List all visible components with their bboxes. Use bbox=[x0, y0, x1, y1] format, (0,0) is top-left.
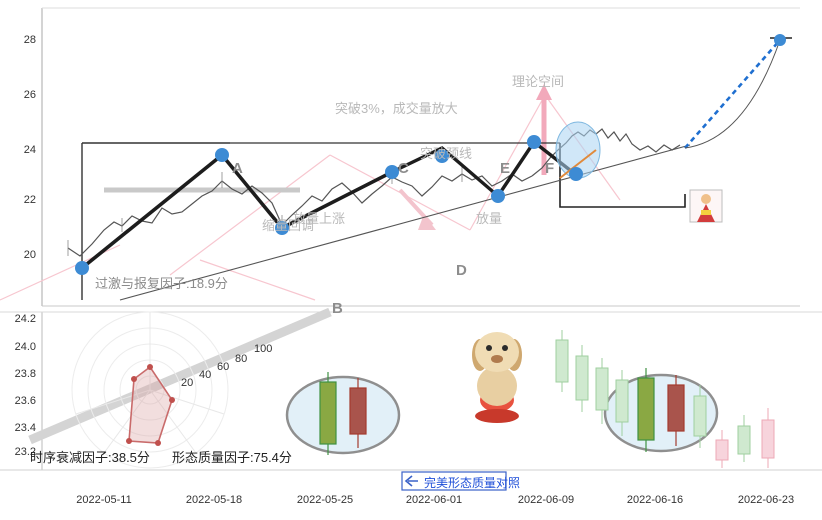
ytick-28: 28 bbox=[24, 34, 36, 46]
xtick-4: 2022-06-09 bbox=[518, 494, 574, 506]
marker-e2[interactable] bbox=[527, 135, 541, 149]
annotation-theoretical-space: 理论空间 bbox=[512, 74, 565, 89]
dog-mascot-icon bbox=[472, 332, 522, 423]
xtick-0: 2022-05-11 bbox=[76, 494, 131, 506]
ytick-20: 20 bbox=[24, 249, 36, 261]
price-line bbox=[67, 173, 533, 257]
xtick-1: 2022-05-18 bbox=[186, 494, 242, 506]
x-ticks: 2022-05-11 2022-05-18 2022-05-25 2022-06… bbox=[76, 494, 794, 506]
sub-ytick-23-4: 23.4 bbox=[15, 422, 36, 434]
marker-a[interactable] bbox=[215, 148, 229, 162]
red-figure-icon bbox=[689, 189, 723, 223]
radar-tick-20: 20 bbox=[181, 377, 193, 389]
xtick-5: 2022-06-16 bbox=[627, 494, 683, 506]
helper-arrow-up bbox=[536, 84, 552, 175]
radar-tick-100: 100 bbox=[254, 343, 272, 355]
point-label-d: D bbox=[456, 262, 467, 279]
radar-tick-40: 40 bbox=[199, 369, 211, 381]
sub-trend-band bbox=[28, 307, 332, 445]
support-line bbox=[119, 144, 691, 301]
annotation-pattern-quality-factor: 形态质量因子:75.4分 bbox=[172, 450, 292, 465]
sub-ytick-23-2: 23.2 bbox=[15, 446, 36, 458]
sub-ytick-24-0: 24.0 bbox=[15, 341, 36, 353]
ytick-26: 26 bbox=[24, 89, 36, 101]
orange-marker bbox=[559, 149, 597, 179]
annotation-breakout-volume: 突破3%，成交量放大 bbox=[335, 101, 458, 116]
point-label-e: E bbox=[500, 160, 511, 177]
annotation-neckline-break: 突破颈线 bbox=[420, 146, 473, 161]
marker-f[interactable] bbox=[569, 167, 583, 181]
radar-tick-80: 80 bbox=[235, 353, 247, 365]
sub-y-ticks: 24.2 24.0 23.8 23.6 23.4 23.2 bbox=[15, 313, 36, 458]
xtick-2: 2022-05-25 bbox=[297, 494, 353, 506]
candle-cluster-left bbox=[285, 372, 401, 455]
annotation-overreaction-factor: 过激与报复因子:18.9分 bbox=[95, 276, 228, 291]
annotation-volume-rise: 放量上涨 bbox=[293, 211, 346, 226]
sub-ytick-24-2: 24.2 bbox=[15, 313, 36, 325]
arrow-left-icon bbox=[404, 475, 418, 487]
marker-c[interactable] bbox=[385, 165, 399, 179]
annotation-perfect-pattern-compare: 完美形态质量对照 bbox=[424, 476, 521, 490]
point-label-a: A bbox=[232, 160, 243, 177]
sub-ytick-23-8: 23.8 bbox=[15, 368, 36, 380]
candle-cluster-right bbox=[603, 368, 719, 453]
structure-markers bbox=[75, 34, 786, 275]
comparison-callout[interactable] bbox=[401, 471, 507, 491]
radar-tick-60: 60 bbox=[217, 361, 229, 373]
radar-chart: 20 40 60 80 100 bbox=[71, 311, 272, 469]
forecast-curve bbox=[684, 39, 781, 149]
ytick-24: 24 bbox=[24, 144, 36, 156]
marker-target[interactable] bbox=[774, 34, 786, 46]
point-label-f: F bbox=[545, 160, 555, 177]
structure-zigzag bbox=[80, 152, 393, 270]
helper-arrow-down bbox=[398, 188, 436, 230]
point-label-b: B bbox=[332, 300, 343, 317]
sub-ytick-23-6: 23.6 bbox=[15, 395, 36, 407]
annotation-pullback: 缩量回调 bbox=[262, 218, 314, 233]
annotation-time-decay-factor: 时序衰减因子:38.5分 bbox=[30, 450, 150, 465]
background-candles bbox=[555, 330, 775, 468]
xtick-3: 2022-06-01 bbox=[406, 494, 462, 506]
price-wicks bbox=[67, 166, 463, 256]
radar-area bbox=[128, 365, 173, 444]
xtick-6: 2022-06-23 bbox=[738, 494, 794, 506]
marker-b[interactable] bbox=[275, 221, 289, 235]
point-label-c: C bbox=[398, 160, 409, 177]
price-line-right bbox=[531, 128, 681, 177]
annotation-volume: 放量 bbox=[476, 211, 503, 226]
marker-e[interactable] bbox=[491, 189, 505, 203]
measure-box bbox=[559, 143, 686, 208]
ytick-22: 22 bbox=[24, 194, 36, 206]
marker-d[interactable] bbox=[435, 149, 449, 163]
main-y-ticks: 28 26 24 22 20 bbox=[24, 34, 36, 261]
marker-start[interactable] bbox=[75, 261, 89, 275]
forecast-line bbox=[684, 39, 781, 149]
